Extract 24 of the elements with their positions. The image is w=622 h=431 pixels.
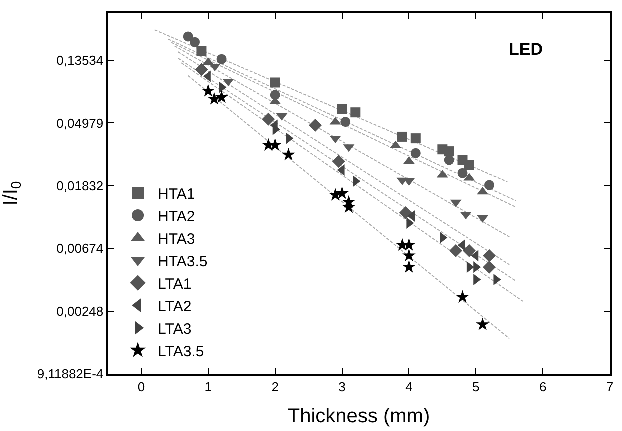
- x-tick-label: 2: [272, 379, 279, 394]
- legend-label: HTA3: [158, 230, 196, 248]
- legend-label: LTA3: [158, 320, 192, 338]
- y-tick-label: 0,04979: [56, 116, 104, 131]
- x-tick-label: 7: [606, 379, 614, 394]
- y-tick-label: 0,13534: [56, 53, 104, 68]
- y-tick-label: 0,00248: [56, 304, 104, 319]
- legend-label: HTA2: [158, 208, 196, 226]
- legend-label: HTA3.5: [158, 253, 208, 270]
- x-axis-title: Thickness (mm): [288, 405, 430, 428]
- x-tick-label: 4: [406, 379, 413, 394]
- legend-label: HTA1: [158, 186, 196, 203]
- x-tick-label: 5: [472, 379, 480, 394]
- x-tick-label: 6: [539, 379, 547, 394]
- x-tick-label: 3: [338, 379, 346, 394]
- y-tick-label: 0,00674: [56, 241, 104, 256]
- x-tick-label: 0: [138, 379, 146, 394]
- legend-label: LTA2: [158, 298, 192, 316]
- legend-label: LTA1: [158, 276, 192, 293]
- legend-label: LTA3.5: [158, 343, 204, 360]
- y-tick-label: 0,01832: [56, 178, 104, 194]
- x-tick-label: 1: [204, 379, 212, 394]
- annotation: LED: [509, 40, 543, 59]
- y-tick-label: 9,11882E-4: [37, 366, 104, 382]
